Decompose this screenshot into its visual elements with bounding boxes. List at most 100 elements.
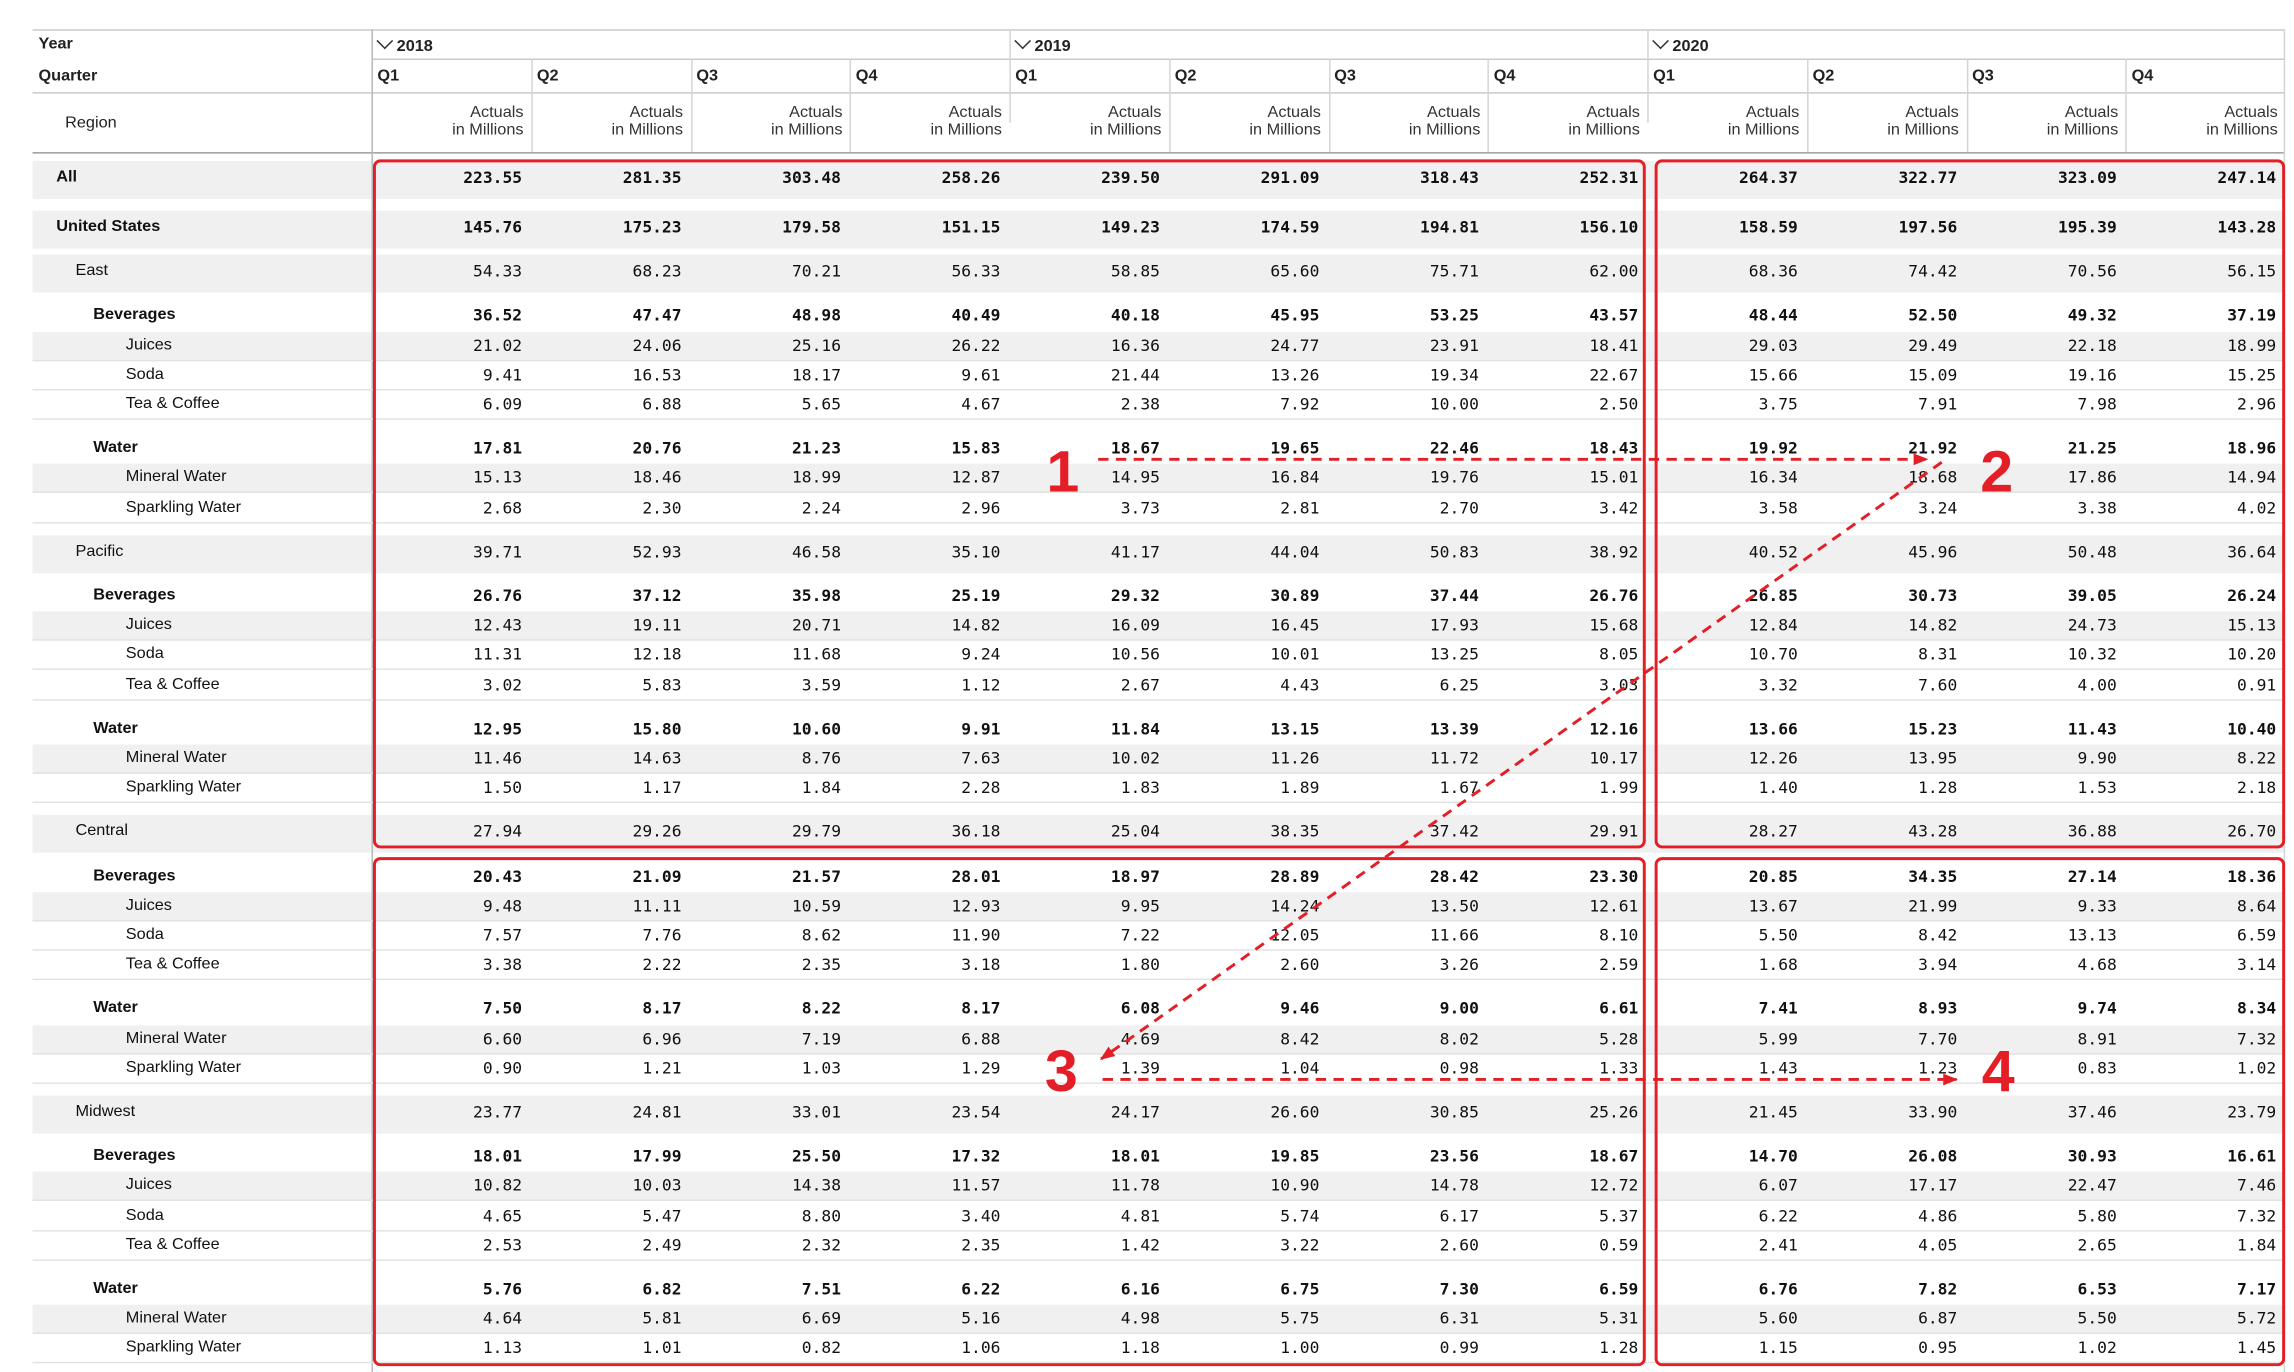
table-cell[interactable]: 14.82: [951, 616, 1001, 636]
table-cell[interactable]: 35.10: [951, 542, 1001, 562]
table-cell[interactable]: 25.19: [951, 586, 1001, 606]
table-cell[interactable]: 68.36: [1748, 262, 1798, 282]
table-cell[interactable]: 7.30: [1439, 1279, 1479, 1299]
row-header[interactable]: Soda: [125, 645, 164, 664]
row-header[interactable]: Juices: [125, 1176, 172, 1195]
table-cell[interactable]: 13.15: [1270, 719, 1320, 739]
table-cell[interactable]: 39.05: [2067, 586, 2117, 606]
table-cell[interactable]: 10.32: [2067, 645, 2117, 665]
table-cell[interactable]: 8.10: [1599, 925, 1639, 945]
table-cell[interactable]: 9.24: [961, 645, 1001, 665]
table-cell[interactable]: 30.85: [1429, 1102, 1479, 1122]
table-cell[interactable]: 10.90: [1270, 1176, 1320, 1196]
table-cell[interactable]: 2.59: [1599, 955, 1639, 975]
table-cell[interactable]: 8.02: [1439, 1029, 1479, 1049]
table-cell[interactable]: 5.50: [2077, 1309, 2117, 1329]
table-cell[interactable]: 12.18: [632, 645, 682, 665]
table-cell[interactable]: 7.57: [482, 925, 523, 945]
table-cell[interactable]: 6.17: [1439, 1206, 1479, 1226]
table-cell[interactable]: 28.27: [1748, 822, 1798, 842]
row-header[interactable]: Beverages: [93, 866, 176, 885]
table-cell[interactable]: 6.60: [482, 1029, 523, 1049]
table-cell[interactable]: 1.53: [2077, 778, 2117, 798]
table-cell[interactable]: 3.73: [1120, 498, 1160, 518]
table-cell[interactable]: 1.04: [1280, 1058, 1320, 1078]
row-header[interactable]: Beverages: [93, 306, 176, 324]
table-cell[interactable]: 323.09: [2057, 168, 2117, 188]
table-cell[interactable]: 2.24: [801, 498, 842, 518]
table-cell[interactable]: 6.22: [1758, 1206, 1798, 1226]
table-cell[interactable]: 5.65: [801, 394, 842, 414]
table-cell[interactable]: 38.92: [1589, 542, 1639, 562]
table-cell[interactable]: 2.60: [1439, 1235, 1479, 1255]
table-cell[interactable]: 5.74: [1280, 1206, 1320, 1226]
table-cell[interactable]: 3.38: [482, 955, 523, 975]
table-cell[interactable]: 6.61: [1599, 999, 1639, 1019]
table-cell[interactable]: 1.18: [1120, 1338, 1160, 1358]
table-cell[interactable]: 22.18: [2067, 335, 2117, 355]
table-cell[interactable]: 1.29: [961, 1058, 1001, 1078]
table-cell[interactable]: 12.43: [473, 616, 523, 636]
table-cell[interactable]: 12.93: [951, 896, 1001, 916]
table-cell[interactable]: 15.09: [1908, 365, 1958, 385]
table-cell[interactable]: 6.82: [642, 1279, 682, 1299]
table-cell[interactable]: 13.50: [1429, 896, 1479, 916]
table-cell[interactable]: 26.22: [951, 335, 1001, 355]
table-cell[interactable]: 56.33: [951, 262, 1001, 282]
table-cell[interactable]: 6.09: [482, 394, 523, 414]
table-cell[interactable]: 11.11: [632, 896, 682, 916]
table-cell[interactable]: 24.73: [2067, 616, 2117, 636]
table-cell[interactable]: 6.88: [642, 394, 682, 414]
measure-header[interactable]: Actuals in Millions: [1807, 104, 1958, 139]
table-cell[interactable]: 1.45: [2237, 1338, 2277, 1358]
quarter-header[interactable]: Q2: [1174, 67, 1197, 85]
table-cell[interactable]: 19.85: [1270, 1147, 1320, 1167]
table-cell[interactable]: 23.54: [951, 1102, 1001, 1122]
table-cell[interactable]: 30.93: [2067, 1147, 2117, 1167]
table-cell[interactable]: 11.57: [951, 1176, 1001, 1196]
table-cell[interactable]: 252.31: [1579, 168, 1639, 188]
measure-header[interactable]: Actuals in Millions: [2126, 104, 2277, 139]
table-cell[interactable]: 8.62: [801, 925, 842, 945]
year-header-2019[interactable]: 2019: [1014, 32, 1071, 56]
table-cell[interactable]: 10.02: [1110, 748, 1160, 768]
table-cell[interactable]: 18.46: [632, 468, 682, 488]
row-header[interactable]: Central: [75, 822, 128, 841]
table-cell[interactable]: 7.22: [1120, 925, 1160, 945]
table-cell[interactable]: 29.32: [1110, 586, 1160, 606]
row-header[interactable]: Mineral Water: [125, 1029, 227, 1047]
table-cell[interactable]: 7.19: [801, 1029, 842, 1049]
quarter-header[interactable]: Q3: [1334, 67, 1356, 85]
table-cell[interactable]: 9.00: [1439, 999, 1479, 1019]
table-cell[interactable]: 2.18: [2237, 778, 2277, 798]
table-cell[interactable]: 20.71: [791, 616, 842, 636]
measure-header[interactable]: Actuals in Millions: [850, 104, 1001, 139]
table-cell[interactable]: 179.58: [782, 217, 842, 237]
table-cell[interactable]: 10.60: [791, 719, 842, 739]
table-cell[interactable]: 17.99: [632, 1147, 682, 1167]
table-cell[interactable]: 8.34: [2237, 999, 2277, 1019]
table-cell[interactable]: 53.25: [1429, 306, 1479, 326]
table-cell[interactable]: 52.50: [1908, 306, 1958, 326]
table-cell[interactable]: 3.75: [1758, 394, 1798, 414]
table-cell[interactable]: 21.25: [2067, 439, 2117, 459]
table-cell[interactable]: 16.53: [632, 365, 682, 385]
quarter-header[interactable]: Q4: [2131, 67, 2154, 85]
table-cell[interactable]: 40.49: [951, 306, 1001, 326]
table-cell[interactable]: 36.64: [2227, 542, 2277, 562]
table-cell[interactable]: 14.70: [1748, 1147, 1798, 1167]
table-cell[interactable]: 6.96: [642, 1029, 682, 1049]
table-cell[interactable]: 19.92: [1748, 439, 1798, 459]
table-cell[interactable]: 12.72: [1589, 1176, 1639, 1196]
row-header[interactable]: Tea & Coffee: [125, 394, 220, 413]
table-cell[interactable]: 18.97: [1110, 866, 1160, 886]
table-cell[interactable]: 26.60: [1270, 1102, 1320, 1122]
table-cell[interactable]: 11.78: [1110, 1176, 1160, 1196]
quarter-header[interactable]: Q3: [696, 67, 719, 85]
year-header-2020[interactable]: 2020: [1652, 32, 1709, 56]
table-cell[interactable]: 8.91: [2077, 1029, 2117, 1049]
table-cell[interactable]: 47.47: [632, 306, 682, 326]
table-cell[interactable]: 14.24: [1270, 896, 1320, 916]
table-cell[interactable]: 19.34: [1429, 365, 1479, 385]
table-cell[interactable]: 151.15: [941, 217, 1001, 237]
